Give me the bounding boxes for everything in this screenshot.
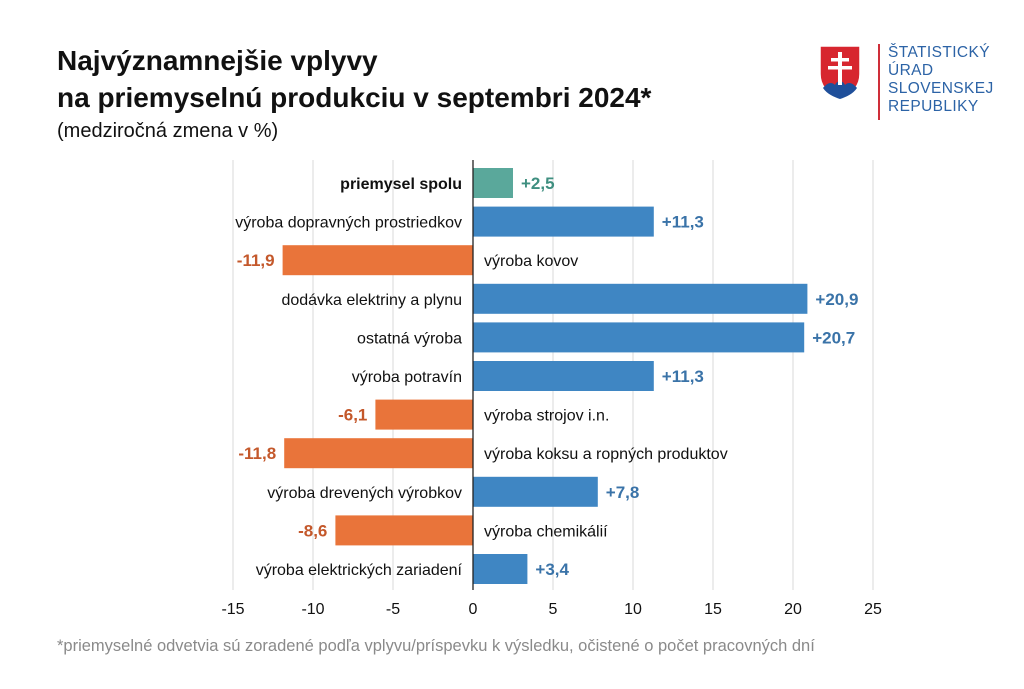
data-label: +11,3: [662, 367, 704, 386]
category-label: výroba strojov i.n.: [484, 408, 609, 425]
category-label: výroba elektrických zariadení: [256, 562, 463, 579]
logo-line: REPUBLIKY: [888, 98, 979, 115]
category-label: výroba koksu a ropných produktov: [484, 446, 728, 463]
data-label: -11,9: [237, 251, 275, 270]
statistical-office-logo: ŠTATISTICKÝ ÚRAD SLOVENSKEJ REPUBLIKY: [816, 40, 1016, 130]
category-label: dodávka elektriny a plynu: [281, 292, 462, 309]
category-label: výroba potravín: [352, 369, 462, 386]
x-tick-label: 20: [784, 601, 802, 618]
slovak-coat-of-arms-icon: [819, 45, 861, 100]
chart-title: Najvýznamnejšie vplyvy na priemyselnú pr…: [57, 42, 651, 116]
bar: [284, 438, 473, 469]
logo-text: ŠTATISTICKÝ ÚRAD SLOVENSKEJ REPUBLIKY: [888, 44, 994, 116]
x-tick-label: -15: [221, 601, 244, 618]
bar: [473, 322, 805, 353]
bar: [335, 515, 473, 546]
x-tick-label: 0: [469, 601, 478, 618]
bar: [473, 361, 654, 391]
logo-divider: [878, 44, 880, 120]
footnote: *priemyselné odvetvia sú zoradené podľa …: [57, 637, 815, 655]
category-label: výroba chemikálií: [484, 523, 608, 540]
bar: [375, 399, 473, 430]
data-label: -8,6: [298, 521, 327, 540]
category-label: priemysel spolu: [340, 176, 462, 193]
logo-line: SLOVENSKEJ: [888, 80, 994, 97]
x-tick-label: 5: [549, 601, 558, 618]
data-label: +7,8: [606, 483, 640, 502]
chart-title-line-2: na priemyselnú produkciu v septembri 202…: [57, 82, 652, 113]
data-label: -6,1: [338, 406, 367, 425]
data-label: +20,9: [815, 290, 858, 309]
category-label: výroba dopravných prostriedkov: [235, 215, 462, 232]
bar: [282, 245, 473, 276]
data-label: +11,3: [662, 213, 704, 232]
data-label: -11,8: [238, 444, 276, 463]
x-tick-label: -5: [386, 601, 400, 618]
logo-line: ÚRAD: [888, 62, 934, 79]
bar: [473, 283, 808, 314]
x-tick-label: -10: [301, 601, 324, 618]
category-label: výroba drevených výrobkov: [267, 485, 462, 502]
chart-subtitle: (medziročná zmena v %): [57, 120, 279, 142]
chart-title-line-1: Najvýznamnejšie vplyvy: [57, 45, 378, 76]
data-label: +2,5: [521, 174, 555, 193]
x-tick-label: 25: [864, 601, 882, 618]
category-label: ostatná výroba: [357, 330, 462, 347]
data-label: +20,7: [812, 328, 855, 347]
x-tick-label: 10: [624, 601, 642, 618]
x-tick-label: 15: [704, 601, 722, 618]
bar: [473, 554, 528, 584]
category-label: výroba kovov: [484, 253, 578, 270]
logo-line: ŠTATISTICKÝ: [888, 44, 991, 61]
bar: [473, 168, 513, 198]
bar: [473, 476, 598, 507]
data-label: +3,4: [535, 560, 569, 579]
bar: [473, 206, 654, 237]
